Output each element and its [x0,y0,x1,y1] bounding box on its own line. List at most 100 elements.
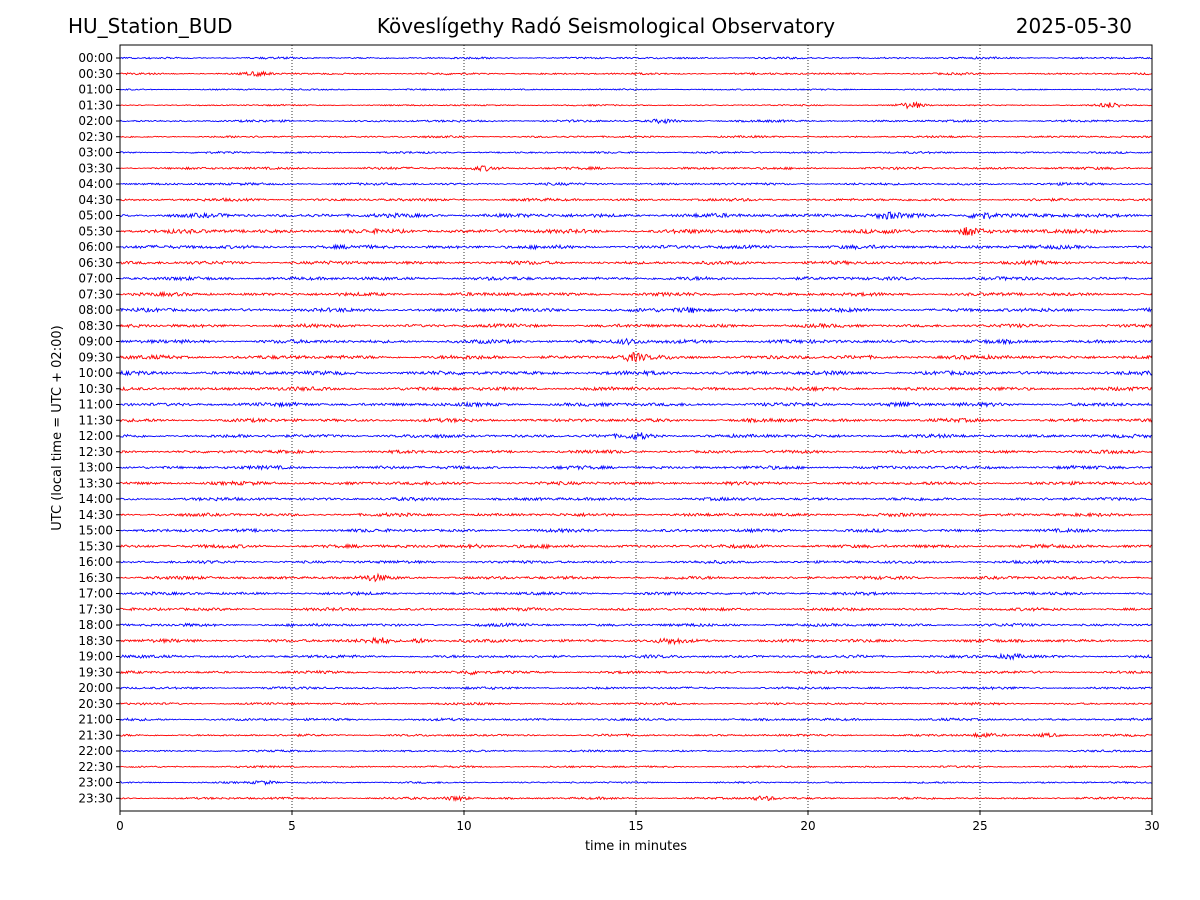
seismic-trace [119,749,1153,753]
seismic-trace [119,243,1153,251]
seismic-trace [119,101,1153,110]
seismic-trace [119,118,1153,125]
seismic-trace [119,55,1153,60]
y-tick-label: 16:00 [78,555,113,569]
x-tick-label: 10 [456,819,471,833]
seismic-trace [120,779,1153,786]
seismic-trace [119,351,1153,363]
y-tick-label: 06:00 [78,240,113,254]
y-tick-label: 11:30 [78,413,113,427]
seismic-trace [119,70,1153,78]
y-tick-label: 21:30 [78,728,113,742]
seismic-trace [119,165,1153,173]
y-tick-label: 17:00 [78,587,113,601]
seismic-trace [119,717,1153,722]
y-tick-label: 19:00 [78,650,113,664]
y-tick-label: 20:30 [78,697,113,711]
seismic-trace [119,88,1153,91]
seismic-trace [119,181,1153,187]
seismic-trace [119,480,1153,487]
seismic-trace [119,701,1153,707]
seismic-trace [119,590,1153,597]
seismic-trace [119,543,1153,550]
y-tick-label: 03:30 [78,161,113,175]
y-tick-label: 07:30 [78,287,113,301]
seismic-trace [119,134,1153,139]
seismic-trace [119,527,1153,534]
y-tick-label: 18:00 [78,618,113,632]
seismic-trace [119,290,1153,298]
y-tick-label: 22:00 [78,744,113,758]
y-axis-label: UTC (local time = UTC + 02:00) [50,325,65,530]
y-tick-label: 02:00 [78,114,113,128]
x-tick-label: 30 [1144,819,1159,833]
chart-date: 2025-05-30 [1015,14,1132,38]
seismic-trace [119,400,1153,409]
y-tick-label: 04:00 [78,177,113,191]
y-tick-label: 07:00 [78,272,113,286]
y-tick-label: 21:00 [78,713,113,727]
x-tick-label: 15 [628,819,643,833]
seismic-trace [119,322,1153,330]
y-tick-label: 19:30 [78,665,113,679]
seismic-trace [119,150,1153,155]
y-tick-label: 16:30 [78,571,113,585]
seismic-trace [119,606,1153,612]
y-tick-label: 17:30 [78,602,113,616]
seismic-trace [119,464,1153,471]
seismic-trace [119,337,1153,346]
y-tick-label: 00:00 [78,51,113,65]
x-tick-label: 20 [800,819,815,833]
y-tick-label: 22:30 [78,760,113,774]
station-code: HU_Station_BUD [68,14,233,38]
y-tick-label: 09:00 [78,335,113,349]
y-tick-label: 13:00 [78,461,113,475]
y-tick-label: 18:30 [78,634,113,648]
seismic-trace [119,369,1153,377]
seismic-trace [119,306,1153,314]
y-tick-label: 15:00 [78,524,113,538]
y-tick-label: 10:30 [78,382,113,396]
seismic-trace [119,259,1153,267]
y-tick-label: 20:00 [78,681,113,695]
y-tick-label: 09:30 [78,350,113,364]
y-tick-label: 08:00 [78,303,113,317]
seismic-trace [119,795,1153,803]
y-tick-label: 10:00 [78,366,113,380]
seismic-trace [119,431,1153,441]
y-tick-label: 05:00 [78,209,113,223]
seismic-trace [119,731,1153,739]
seismic-trace [119,416,1153,424]
seismic-trace [119,559,1153,565]
seismic-trace [119,275,1153,282]
seismic-trace [119,496,1153,502]
seismic-trace [119,448,1153,455]
y-tick-label: 14:30 [78,508,113,522]
seismic-trace [119,622,1153,628]
seismic-trace [119,764,1153,769]
y-tick-label: 12:00 [78,429,113,443]
seismic-trace [119,572,1153,583]
x-tick-label: 25 [972,819,987,833]
y-tick-label: 04:30 [78,193,113,207]
seismic-trace [119,211,1153,220]
y-tick-label: 12:30 [78,445,113,459]
seismic-trace [119,385,1153,393]
y-tick-label: 14:00 [78,492,113,506]
y-tick-label: 15:30 [78,539,113,553]
chart-title: Köveslígethy Radó Seismological Observat… [376,14,836,38]
seismic-trace [119,685,1153,691]
seismic-trace [119,511,1153,518]
y-tick-label: 01:30 [78,98,113,112]
y-tick-label: 00:30 [78,67,113,81]
y-tick-label: 01:00 [78,83,113,97]
x-tick-label: 0 [116,819,124,833]
seismic-trace [119,652,1153,661]
x-tick-label: 5 [288,819,296,833]
y-tick-label: 08:30 [78,319,113,333]
y-tick-label: 05:30 [78,224,113,238]
seismic-trace [119,669,1153,676]
y-tick-label: 11:00 [78,398,113,412]
seismic-trace [119,197,1153,203]
y-tick-label: 23:30 [78,791,113,805]
